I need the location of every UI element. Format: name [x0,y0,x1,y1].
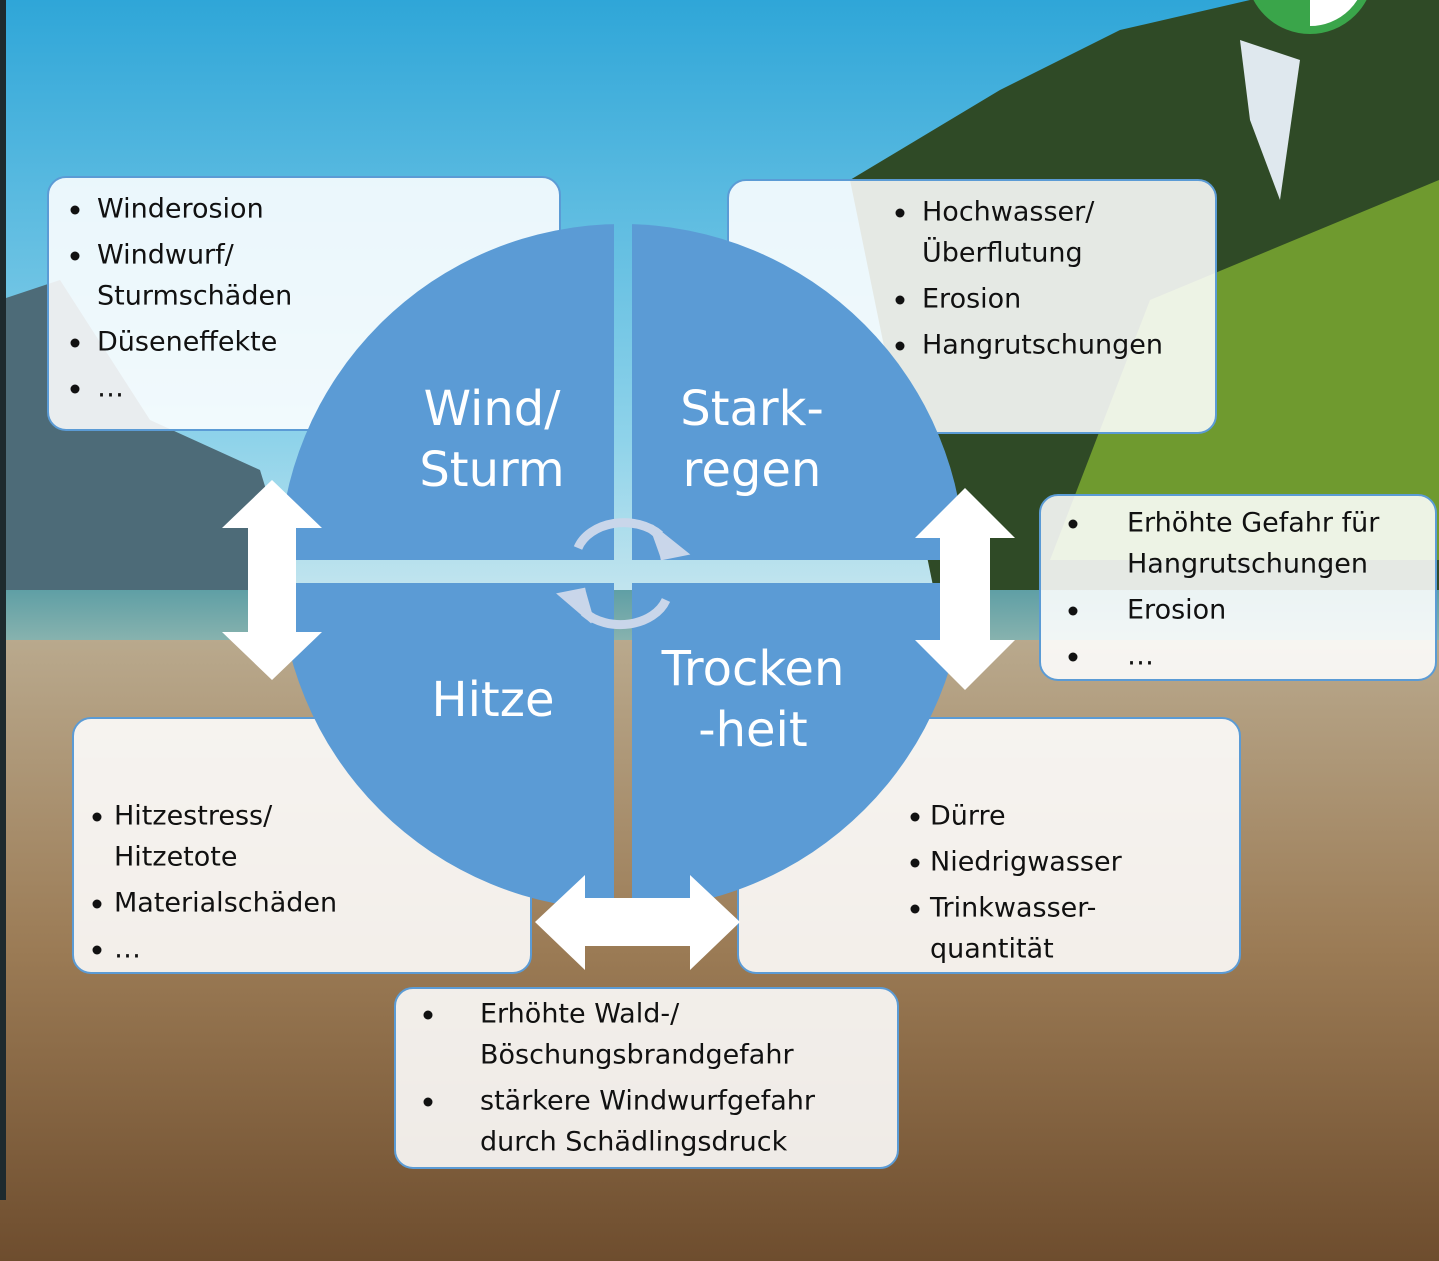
bullet-text: Hangrutschungen [1127,549,1368,580]
bullet-text: Sturmschäden [97,281,292,312]
bullet [1069,653,1078,662]
bullet-text: Trinkwasser- [929,893,1096,924]
bullet-text: Erhöhte Wald-/ [480,999,680,1030]
bullet [71,252,80,261]
bullet-text: … [97,373,124,404]
bullet-text: durch Schädlingsdruck [480,1127,788,1158]
diagram: Winderosion Windwurf/Sturmschäden Düseneff… [0,0,1439,1261]
bullet-text: Hitzestress/ [114,801,273,832]
bullet [896,209,905,218]
bullet [93,900,102,909]
bullet-text: Materialschäden [114,888,337,919]
bullet [911,905,920,914]
bullet-text: Erosion [922,284,1021,315]
bullet [896,296,905,305]
bullet [93,813,102,822]
bullet [896,342,905,351]
bullet-text: quantität [930,934,1054,965]
bullet [71,385,80,394]
bullet-text: Niedrigwasser [930,847,1123,878]
bullet-text: … [114,934,141,965]
quadrant-label: Sturm [419,442,564,498]
bullet-text: Hitzetote [114,842,237,873]
quadrant-label: -heit [698,702,807,758]
bullet [71,206,80,215]
bullet-text: Hangrutschungen [922,330,1163,361]
bullet-text: Hochwasser/ [922,197,1095,228]
quadrant-label: regen [683,442,822,498]
bullet [71,339,80,348]
quadrant-label: Wind/ [424,381,562,437]
bullet [1069,520,1078,529]
bullet [911,813,920,822]
bullet-text: Erhöhte Gefahr für [1127,508,1380,539]
bullet-text: Windwurf/ [97,240,235,271]
bullet-text: Düseneffekte [97,327,277,358]
bullet-text: Winderosion [97,194,264,225]
quadrant-label: Hitze [432,672,555,728]
bullet-text: Überflutung [922,237,1083,269]
quadrant-label: Stark- [680,381,824,437]
bullet [424,1098,433,1107]
bullet [93,946,102,955]
bullet-text: Dürre [930,801,1006,832]
bullet [1069,607,1078,616]
bullet-text: Böschungsbrandgefahr [480,1040,794,1071]
bullet [424,1011,433,1020]
bullet-text: stärkere Windwurfgefahr [480,1086,816,1117]
bullet [911,859,920,868]
bullet-text: … [1127,641,1154,672]
bullet-text: Erosion [1127,595,1226,626]
quadrant-label: Trocken [661,641,845,697]
